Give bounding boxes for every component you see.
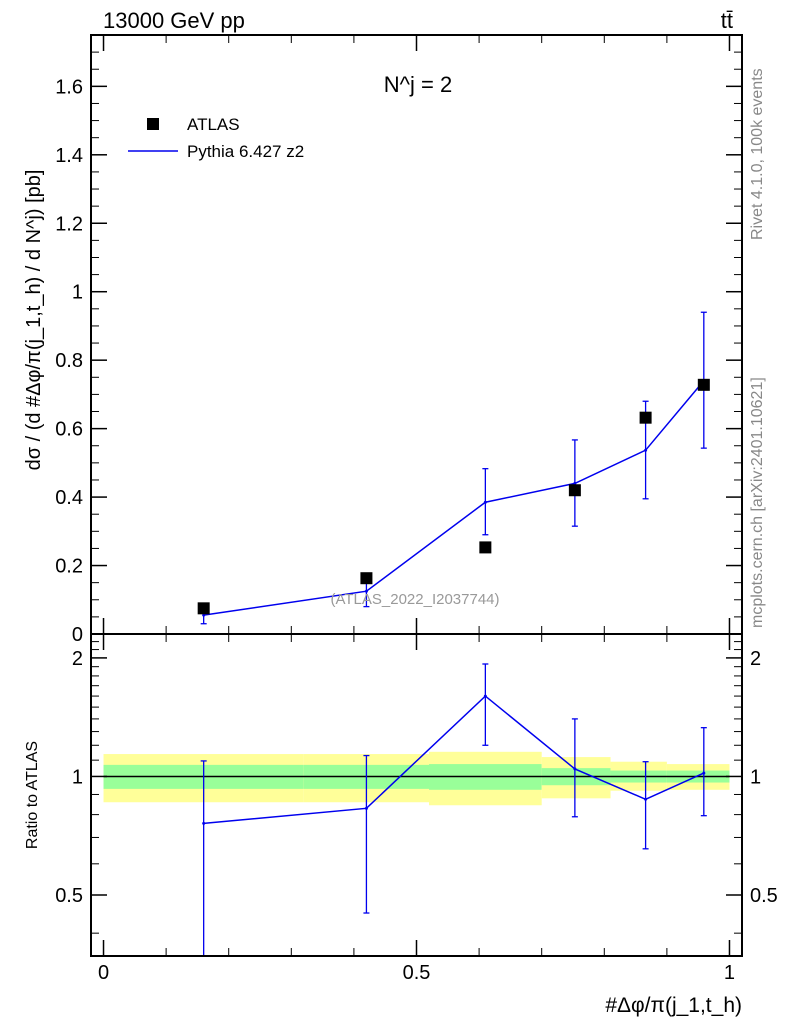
ratio-point [702,771,706,775]
main-y-tick-label: 0.4 [55,487,83,509]
ratio-point [644,797,648,801]
main-panel-marks [197,311,710,625]
ratio-y-tick-label-right: 0.5 [750,885,778,907]
ratio-y-tick-label: 0.5 [55,885,83,907]
pythia-point [644,448,648,452]
legend-atlas-marker [147,118,159,130]
energy-label: 13000 GeV pp [103,8,245,33]
ratio-point [202,821,206,825]
atlas-data-point [639,411,652,424]
legend-pythia-label: Pythia 6.427 z2 [187,142,304,161]
ratio-point [573,767,577,771]
rivet-version-label: Rivet 4.1.0, 100k events [749,68,766,240]
main-y-tick-label: 1 [72,282,83,304]
ratio-point [364,806,368,810]
pythia-point [202,613,206,617]
atlas-data-point [568,484,581,497]
main-y-tick-label: 0.2 [55,556,83,578]
pythia-line [203,380,705,616]
main-y-tick-label: 1.4 [55,145,83,167]
pythia-point [483,500,487,504]
atlas-data-point [197,602,210,615]
x-tick-label: 0.5 [403,962,431,984]
x-tick-label: 1 [724,962,735,984]
ratio-panel-marks [200,663,707,956]
ratio-axes: 0.5 0.5 1 1 2 2 0 0.5 1 [55,634,778,984]
njet-annotation: N^j = 2 [384,72,452,97]
main-y-axis: 0 0.2 0.4 0.6 0.8 1 1.2 1.4 1.6 [55,35,742,646]
legend: ATLAS Pythia 6.427 z2 [128,115,304,161]
main-y-tick-label: 1.2 [55,213,83,235]
ratio-y-tick-label: 2 [72,648,83,670]
x-axis-title: #Δφ/π(j_1,t_h) [605,994,742,1017]
ratio-y-axis-title: Ratio to ATLAS [24,741,41,849]
process-label: tt̄ [721,8,733,33]
legend-atlas-label: ATLAS [187,115,240,134]
x-tick-label: 0 [98,962,109,984]
main-y-tick-label: 0 [72,624,83,646]
atlas-data-point [360,572,373,585]
atlas-data-point [479,541,492,554]
ratio-y-tick-label: 1 [72,766,83,788]
pythia-point [573,481,577,485]
main-y-axis-title: dσ / (d #Δφ/π(j_1,t_h) / d N^j) [pb] [23,170,45,471]
ratio-point [483,694,487,698]
analysis-watermark: (ATLAS_2022_I2037744) [330,591,499,608]
ratio-y-tick-label-right: 2 [750,648,761,670]
mcplots-source-label: mcplots.cern.ch [arXiv:2401.10621] [749,377,766,628]
main-y-tick-label: 1.6 [55,76,83,98]
atlas-data-point [697,378,710,391]
ratio-uncertainty-bands [103,751,730,806]
pythia-point [364,589,368,593]
ratio-y-tick-label-right: 1 [750,766,761,788]
main-y-tick-label: 0.8 [55,350,83,372]
ratio-pythia-line [203,695,705,825]
main-y-tick-label: 0.6 [55,419,83,441]
